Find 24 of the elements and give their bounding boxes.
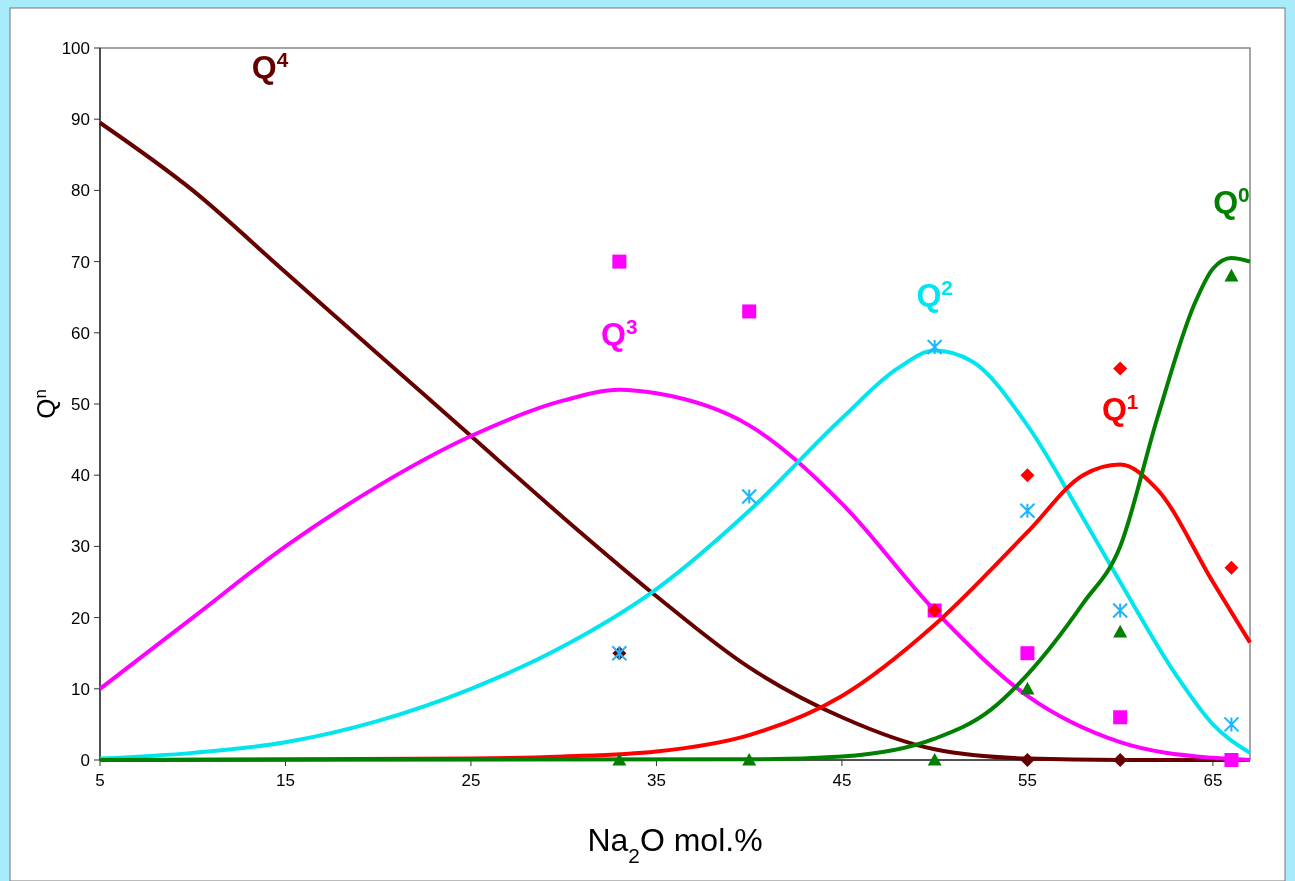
y-tick-label: 100	[61, 38, 90, 58]
y-tick-label: 30	[71, 537, 90, 557]
x-axis-title: Na$_{2}$O mol.%	[587, 822, 763, 867]
x-tick-label: 25	[461, 771, 481, 790]
x-tick-label: 65	[1203, 771, 1223, 790]
y-tick-label: 50	[71, 394, 90, 414]
x-tick-label: 15	[276, 771, 295, 790]
series-label: Q$^{0}$	[1213, 182, 1250, 221]
y-tick-label: 80	[71, 181, 90, 201]
y-tick-label: 90	[71, 110, 90, 130]
x-tick-label: 35	[646, 771, 666, 790]
series-label: Q$^{3}$	[601, 314, 638, 352]
y-tick-label: 0	[80, 750, 90, 770]
x-tick-label: 55	[1017, 771, 1037, 790]
y-tick-label: 10	[71, 679, 90, 699]
y-tick-label: 70	[71, 252, 90, 272]
x-tick-label: 5	[95, 771, 105, 790]
series-label: Q$^{1}$	[1101, 389, 1139, 427]
y-tick-label: 40	[71, 466, 90, 486]
x-tick-label: 45	[832, 771, 852, 790]
y-tick-label: 60	[71, 323, 90, 343]
y-tick-label: 20	[71, 608, 90, 628]
text: Q$^{4}$	[251, 47, 289, 85]
series-label: Q$^{2}$	[916, 275, 953, 313]
